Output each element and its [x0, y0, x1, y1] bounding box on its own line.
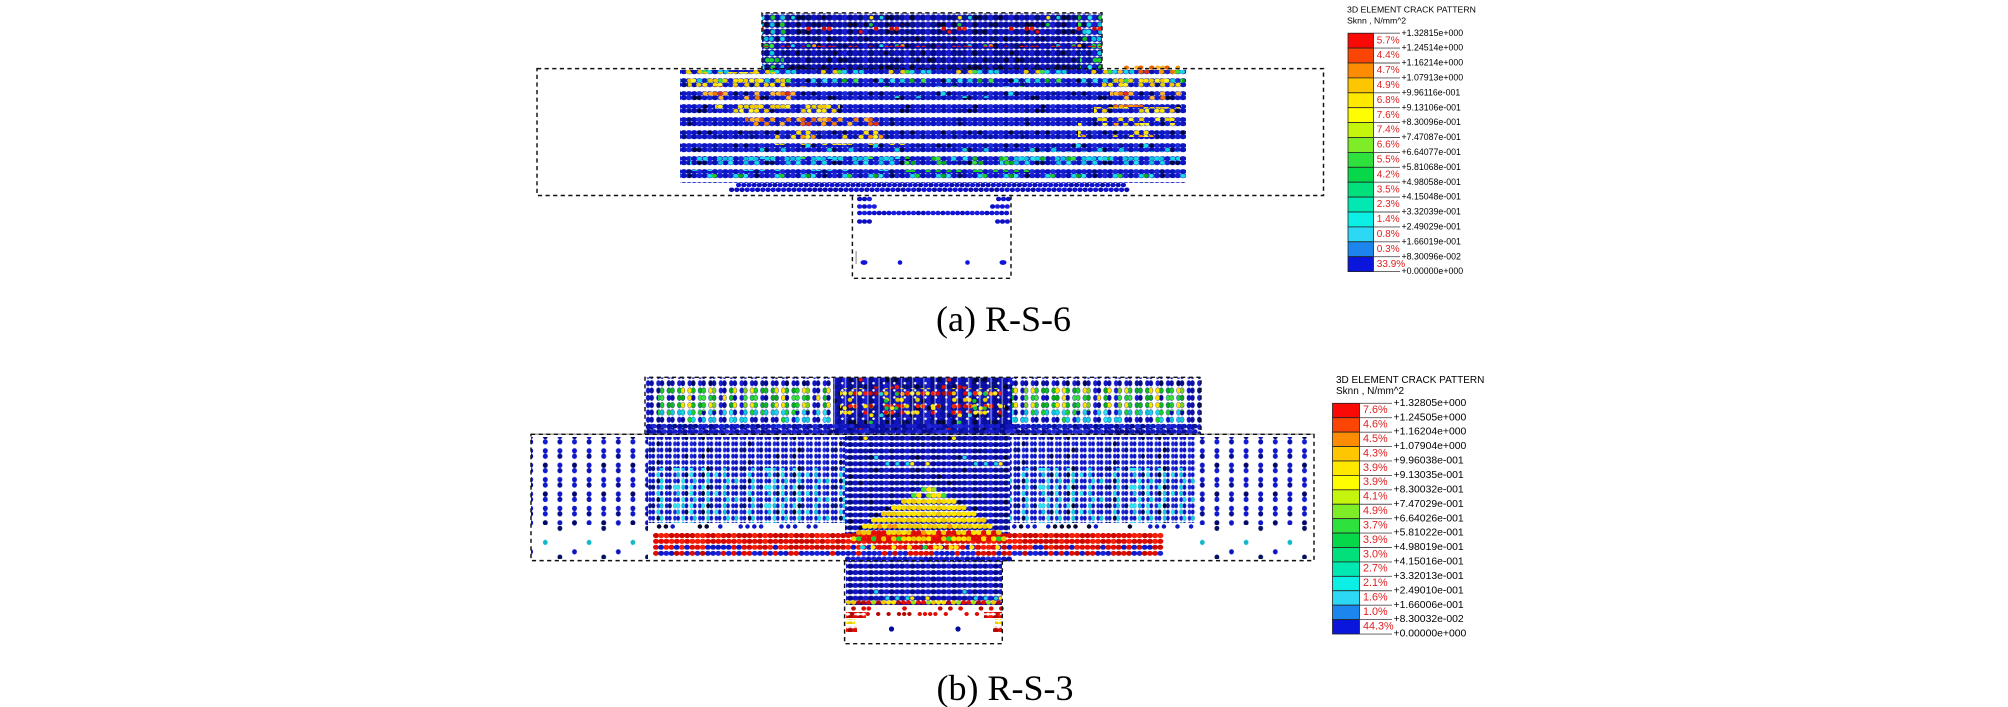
svg-text:(b) R-S-3: (b) R-S-3	[937, 668, 1074, 707]
svg-text:4.9%: 4.9%	[1363, 505, 1388, 517]
svg-text:+7.47087e-001: +7.47087e-001	[1402, 132, 1462, 142]
svg-text:7.4%: 7.4%	[1377, 125, 1400, 136]
svg-text:+4.15016e-001: +4.15016e-001	[1394, 557, 1464, 568]
svg-text:+6.64026e-001: +6.64026e-001	[1394, 513, 1464, 524]
svg-text:3.9%: 3.9%	[1363, 476, 1388, 488]
svg-text:+1.16204e+000: +1.16204e+000	[1394, 427, 1467, 438]
svg-text:4.6%: 4.6%	[1363, 419, 1388, 431]
svg-text:3.7%: 3.7%	[1363, 519, 1388, 531]
svg-text:2.1%: 2.1%	[1363, 577, 1388, 589]
svg-text:3.0%: 3.0%	[1363, 548, 1388, 560]
svg-text:6.6%: 6.6%	[1377, 140, 1400, 151]
svg-text:Sknn , N/mm^2: Sknn , N/mm^2	[1336, 386, 1404, 397]
svg-text:+8.30096e-001: +8.30096e-001	[1402, 117, 1462, 127]
svg-text:4.3%: 4.3%	[1363, 447, 1388, 459]
svg-text:1.4%: 1.4%	[1377, 214, 1400, 225]
svg-text:4.5%: 4.5%	[1363, 433, 1388, 445]
svg-text:+4.15048e-001: +4.15048e-001	[1402, 192, 1462, 202]
svg-text:6.8%: 6.8%	[1377, 95, 1400, 106]
svg-text:+4.98058e-001: +4.98058e-001	[1402, 177, 1462, 187]
svg-text:2.7%: 2.7%	[1363, 563, 1388, 575]
svg-text:1.6%: 1.6%	[1363, 592, 1388, 604]
svg-text:7.6%: 7.6%	[1377, 110, 1400, 121]
svg-text:5.7%: 5.7%	[1377, 35, 1400, 46]
svg-text:+4.98019e-001: +4.98019e-001	[1394, 542, 1464, 553]
svg-text:+1.07913e+000: +1.07913e+000	[1402, 73, 1464, 83]
svg-text:3D ELEMENT CRACK PATTERN: 3D ELEMENT CRACK PATTERN	[1336, 375, 1484, 386]
svg-text:44.3%: 44.3%	[1363, 620, 1394, 632]
svg-text:+1.32805e+000: +1.32805e+000	[1394, 398, 1467, 409]
svg-text:0.8%: 0.8%	[1377, 229, 1400, 240]
svg-text:1.0%: 1.0%	[1363, 606, 1388, 618]
svg-text:5.5%: 5.5%	[1377, 154, 1400, 165]
svg-text:+9.96038e-001: +9.96038e-001	[1394, 456, 1464, 467]
svg-text:3D ELEMENT CRACK PATTERN: 3D ELEMENT CRACK PATTERN	[1347, 4, 1476, 14]
svg-text:4.9%: 4.9%	[1377, 80, 1400, 91]
svg-text:+1.24505e+000: +1.24505e+000	[1394, 412, 1467, 423]
svg-text:+0.00000e+000: +0.00000e+000	[1394, 629, 1467, 640]
svg-text:+2.49029e-001: +2.49029e-001	[1402, 222, 1462, 232]
svg-text:4.2%: 4.2%	[1377, 169, 1400, 180]
svg-text:Sknn , N/mm^2: Sknn , N/mm^2	[1347, 15, 1406, 25]
svg-text:+7.47029e-001: +7.47029e-001	[1394, 499, 1464, 510]
svg-text:+1.66006e-001: +1.66006e-001	[1394, 600, 1464, 611]
svg-text:4.4%: 4.4%	[1377, 50, 1400, 61]
svg-text:+9.13035e-001: +9.13035e-001	[1394, 470, 1464, 481]
svg-text:+2.49010e-001: +2.49010e-001	[1394, 585, 1464, 596]
svg-text:+0.00000e+000: +0.00000e+000	[1402, 266, 1464, 276]
svg-text:7.6%: 7.6%	[1363, 404, 1388, 416]
svg-text:+5.81068e-001: +5.81068e-001	[1402, 162, 1462, 172]
svg-text:3.5%: 3.5%	[1377, 184, 1400, 195]
svg-text:+9.96116e-001: +9.96116e-001	[1402, 87, 1461, 97]
svg-text:+3.32039e-001: +3.32039e-001	[1402, 207, 1462, 217]
svg-text:33.9%: 33.9%	[1377, 259, 1405, 270]
svg-text:+9.13106e-001: +9.13106e-001	[1402, 102, 1462, 112]
svg-text:+3.32013e-001: +3.32013e-001	[1394, 571, 1464, 582]
svg-text:+1.24514e+000: +1.24514e+000	[1402, 43, 1464, 53]
svg-text:(a) R-S-6: (a) R-S-6	[936, 299, 1071, 339]
svg-text:+8.30032e-001: +8.30032e-001	[1394, 484, 1464, 495]
svg-text:3.9%: 3.9%	[1363, 462, 1388, 474]
svg-text:+6.64077e-001: +6.64077e-001	[1402, 147, 1462, 157]
svg-text:+1.66019e-001: +1.66019e-001	[1402, 236, 1462, 246]
svg-text:+5.81022e-001: +5.81022e-001	[1394, 528, 1464, 539]
svg-text:4.1%: 4.1%	[1363, 491, 1388, 503]
svg-text:+1.16214e+000: +1.16214e+000	[1402, 58, 1464, 68]
svg-text:+1.32815e+000: +1.32815e+000	[1402, 28, 1464, 38]
svg-text:3.9%: 3.9%	[1363, 534, 1388, 546]
svg-text:2.3%: 2.3%	[1377, 199, 1400, 210]
svg-text:4.7%: 4.7%	[1377, 65, 1400, 76]
svg-text:+1.07904e+000: +1.07904e+000	[1394, 441, 1467, 452]
svg-text:0.3%: 0.3%	[1377, 244, 1400, 255]
svg-text:+8.30096e-002: +8.30096e-002	[1402, 251, 1462, 261]
svg-text:+8.30032e-002: +8.30032e-002	[1394, 614, 1464, 625]
